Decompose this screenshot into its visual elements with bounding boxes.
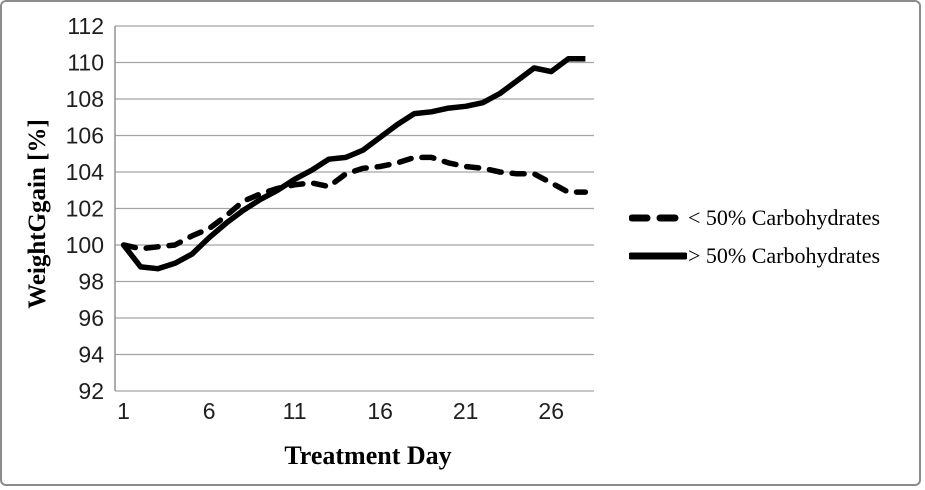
- x-tick-label: 1: [117, 398, 130, 424]
- legend: < 50% Carbohydrates > 50% Carbohydrates: [629, 199, 880, 275]
- legend-item-gt50-carbohydrates: > 50% Carbohydrates: [629, 237, 880, 275]
- y-axis-title: WeightGgain [%]: [24, 119, 51, 309]
- y-tick-label: 106: [66, 123, 104, 149]
- y-tick-label: 112: [67, 13, 104, 39]
- y-tick-label: 94: [78, 342, 104, 368]
- x-tick-label: 11: [283, 398, 307, 424]
- legend-item-lt50-carbohydrates: < 50% Carbohydrates: [629, 199, 880, 237]
- x-tick-label: 26: [538, 398, 564, 424]
- y-tick-label: 110: [67, 50, 104, 76]
- x-tick-label: 6: [203, 398, 216, 424]
- x-axis-title: Treatment Day: [284, 441, 452, 470]
- y-tick-label: 108: [66, 86, 104, 112]
- solid-line-icon: [629, 252, 687, 260]
- dashed-line-icon: [629, 214, 687, 222]
- y-tick-label: 96: [78, 305, 104, 331]
- legend-label-gt50-carbohydrates: > 50% Carbohydrates: [688, 243, 881, 268]
- y-tick-label: 104: [66, 159, 105, 185]
- x-tick-label: 21: [453, 398, 479, 424]
- y-tick-label: 100: [66, 232, 104, 258]
- y-tick-label: 98: [78, 269, 104, 295]
- y-tick-label: 102: [66, 196, 104, 222]
- series-line-solid: [121, 56, 586, 272]
- series-line-dashed: [120, 154, 589, 252]
- y-tick-label: 92: [78, 378, 104, 404]
- legend-label-lt50-carbohydrates: < 50% Carbohydrates: [688, 205, 881, 230]
- x-tick-label: 16: [367, 398, 393, 424]
